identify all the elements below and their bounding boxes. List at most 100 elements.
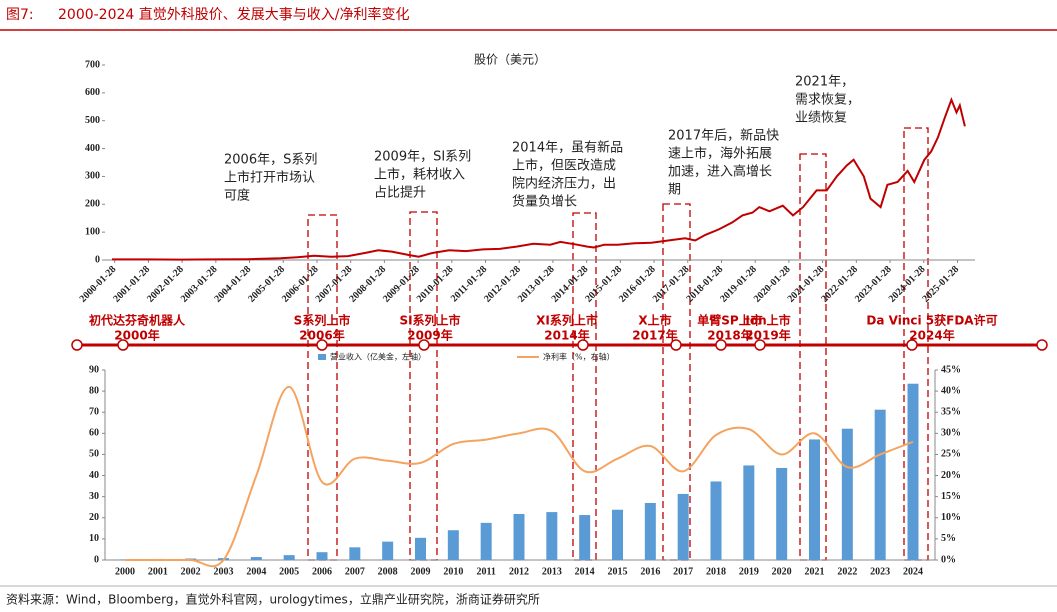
- event-label: S系列上市: [294, 313, 351, 328]
- y-tick-label: 50: [89, 449, 99, 460]
- legend-swatch: [318, 354, 326, 360]
- x-tick-label: 2011: [476, 566, 495, 577]
- y2-tick-label: 15%: [941, 491, 961, 502]
- x-tick-label: 2005: [279, 566, 299, 577]
- timeline-dot: [316, 339, 328, 351]
- timeline-dot: [117, 339, 129, 351]
- revenue-bar: [349, 547, 361, 560]
- y2-tick-label: 25%: [941, 449, 961, 460]
- event-year: 2014年: [544, 328, 589, 343]
- y-tick-label: 700: [85, 59, 100, 70]
- annotation: 2017年后，新品快: [668, 128, 779, 144]
- x-tick-label: 2009: [411, 566, 431, 577]
- legend-label: 净利率（%，右轴）: [543, 352, 615, 362]
- x-tick-label: 2024: [903, 566, 923, 577]
- annotation: 货量负增长: [512, 194, 577, 210]
- price-line: [112, 97, 966, 261]
- x-tick-label: 2008: [378, 566, 398, 577]
- y2-tick-label: 10%: [941, 512, 961, 523]
- y2-tick-label: 40%: [941, 385, 961, 396]
- x-tick-label: 2004: [246, 566, 266, 577]
- annotation: 需求恢复，: [795, 93, 860, 108]
- annotation: 院内经济压力，出: [512, 176, 616, 192]
- x-tick-label: 2023: [870, 566, 890, 577]
- annotation: 占比提升: [374, 185, 426, 201]
- revenue-bar: [316, 552, 328, 560]
- revenue-bar: [776, 467, 788, 560]
- revenue-bar: [743, 465, 755, 560]
- revenue-bar: [480, 522, 492, 560]
- y2-tick-label: 30%: [941, 428, 961, 439]
- x-tick-label: 2010: [443, 566, 463, 577]
- revenue-bar: [546, 512, 558, 560]
- x-tick-label: 2015: [608, 566, 628, 577]
- timeline-dot: [906, 339, 918, 351]
- y2-tick-label: 0%: [941, 554, 956, 565]
- event-label: XI系列上市: [536, 313, 598, 328]
- y-tick-label: 20: [89, 512, 99, 523]
- highlight-box: [572, 212, 597, 561]
- y2-tick-label: 45%: [941, 364, 961, 375]
- x-tick-label: 2018: [706, 566, 726, 577]
- y-tick-label: 400: [85, 143, 100, 154]
- x-tick-label: 2013: [542, 566, 562, 577]
- annotation: 上市，耗材收入: [374, 167, 465, 183]
- figure-title: 2000-2024 直觉外科股价、发展大事与收入/净利率变化: [58, 6, 409, 23]
- revenue-bar: [513, 513, 525, 560]
- revenue-bar: [841, 428, 853, 560]
- y-tick-label: 600: [85, 87, 100, 98]
- revenue-bar: [579, 515, 591, 560]
- revenue-bar: [644, 503, 656, 560]
- x-tick-label: 2010-01-28: [415, 264, 456, 305]
- revenue-bar: [283, 555, 295, 560]
- revenue-bar: [447, 530, 459, 560]
- x-tick-label: 2021: [805, 566, 825, 577]
- x-tick-label: 2022: [837, 566, 857, 577]
- revenue-bar: [677, 493, 689, 560]
- event-label: Da Vinci 5获FDA许可: [866, 313, 997, 328]
- timeline-dot: [754, 339, 766, 351]
- event-year: 2024年: [909, 328, 954, 343]
- annotation: 业绩恢复: [795, 111, 847, 126]
- x-tick-label: 2025-01-28: [920, 264, 961, 305]
- event-label: Ion上市: [745, 313, 790, 328]
- annotation: 速上市，海外拓展: [668, 146, 772, 162]
- x-tick-label: 2017: [673, 566, 693, 577]
- event-label: 初代达芬奇机器人: [89, 313, 186, 328]
- timeline-dot: [418, 339, 430, 351]
- revenue-bar: [809, 439, 820, 560]
- annotation: 期: [668, 183, 681, 198]
- y-tick-label: 500: [85, 115, 100, 126]
- y-tick-label: 80: [89, 385, 99, 396]
- timeline-dot: [577, 339, 589, 351]
- annotation: 2014年，虽有新品: [512, 140, 623, 156]
- y-tick-label: 10: [89, 533, 99, 544]
- legend-label: 营业收入（亿美金，左轴）: [330, 352, 426, 362]
- source-note: 资料来源：Wind，Bloomberg，直觉外科官网，urologytimes，…: [6, 592, 540, 607]
- annotation: 可度: [224, 188, 250, 204]
- y-tick-label: 90: [89, 364, 99, 375]
- x-tick-label: 2002: [181, 566, 201, 577]
- event-year: 2000年: [114, 328, 159, 343]
- x-tick-label: 2016: [640, 566, 660, 577]
- event-year: 2006年: [299, 328, 344, 343]
- annotation: 上市打开市场认: [224, 170, 315, 186]
- y-tick-label: 60: [89, 428, 99, 439]
- x-tick-label: 2007: [345, 566, 365, 577]
- revenue-bar: [874, 409, 886, 560]
- annotation: 2009年，SI系列: [374, 150, 471, 165]
- price-chart-title: 股价（美元）: [474, 53, 546, 67]
- timeline-dot: [715, 339, 727, 351]
- event-label: 单臂SP上市: [697, 313, 762, 328]
- timeline-dot: [670, 339, 682, 351]
- annotation: 加速，进入高增长: [668, 164, 772, 180]
- x-tick-label: 2014: [575, 566, 595, 577]
- annotation: 2006年，S系列: [224, 153, 317, 168]
- y-tick-label: 300: [85, 171, 100, 182]
- y-tick-label: 0: [95, 254, 100, 265]
- event-label: X上市: [638, 313, 671, 328]
- event-year: 2009年: [407, 328, 452, 343]
- x-tick-label: 2003: [214, 566, 234, 577]
- x-tick-label: 2006: [312, 566, 332, 577]
